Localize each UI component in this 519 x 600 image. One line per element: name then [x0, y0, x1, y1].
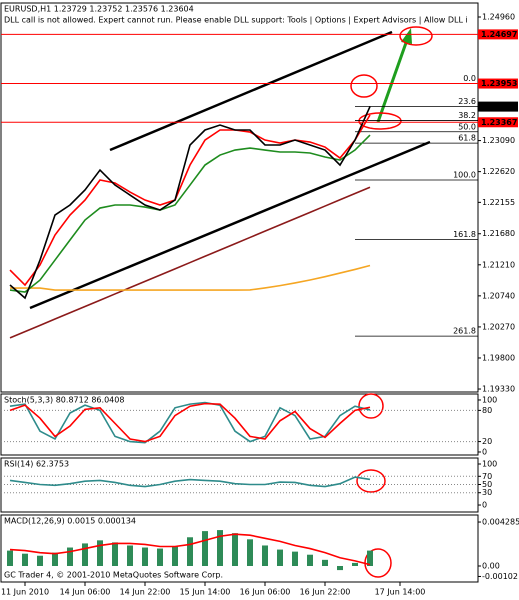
y-tick-label: 50 — [482, 480, 492, 489]
y-tick-label: 0 — [482, 447, 487, 456]
y-tick-label: 1.22155 — [482, 198, 515, 207]
y-tick-label: 1.24960 — [482, 13, 515, 22]
series-line — [9, 114, 371, 287]
y-tick-label: 100 — [482, 395, 497, 404]
histogram-bar — [82, 543, 88, 566]
y-tick-label: 70 — [482, 472, 492, 481]
y-tick-label: 30 — [482, 488, 492, 497]
credit: GC Trader 4, © 2001-2010 MetaQuotes Soft… — [4, 571, 223, 580]
histogram-bar — [232, 533, 238, 566]
y-tick-label: 0.004285 — [482, 518, 519, 527]
series-line — [10, 264, 371, 291]
panel-title: MACD(12,26,9) 0.0015 0.000134 — [4, 517, 136, 526]
y-tick-label: 1.19330 — [482, 385, 515, 394]
fib-label: 161.8 — [453, 230, 476, 239]
x-tick-label: 16 Jun 06:00 — [240, 588, 291, 597]
histogram-bar — [37, 555, 43, 566]
price-label-box — [478, 29, 518, 40]
histogram-bar — [112, 542, 118, 566]
y-tick-label: 1.21680 — [482, 229, 515, 238]
histogram-bar — [307, 554, 313, 566]
x-tick-label: 14 Jun 06:00 — [60, 588, 111, 597]
y-tick-label: 1.20740 — [482, 291, 515, 300]
x-tick-label: 15 Jun 14:00 — [180, 588, 231, 597]
panel-title: Stoch(5,3,3) 80.8712 86.0408 — [4, 396, 124, 405]
histogram-bar — [97, 540, 103, 566]
y-tick-label: 0.00 — [482, 561, 500, 570]
y-tick-label: 80 — [482, 406, 492, 415]
histogram-bar — [52, 552, 58, 566]
series-line — [9, 106, 371, 300]
status-message: DLL call is not allowed. Expert cannot r… — [4, 16, 468, 25]
y-tick-label: 1.23090 — [482, 136, 515, 145]
histogram-bar — [172, 546, 178, 566]
series-line — [9, 476, 371, 488]
fib-label: 38.2 — [458, 111, 476, 120]
price-label: 1.23953 — [481, 79, 517, 88]
price-label-box — [478, 117, 518, 128]
histogram-bar — [277, 549, 283, 566]
panel-title: RSI(14) 62.3753 — [4, 460, 69, 469]
fib-label: 0.0 — [463, 74, 476, 83]
histogram-bar — [352, 562, 358, 566]
histogram-bar — [127, 545, 133, 566]
series-line — [9, 533, 371, 566]
price-label: 1.23367 — [481, 118, 517, 127]
histogram-bar — [322, 559, 328, 566]
series-line — [9, 402, 371, 443]
fib-label: 261.8 — [453, 327, 476, 336]
histogram-bar — [217, 530, 223, 566]
histogram-bar — [22, 553, 28, 566]
channel-lower — [29, 140, 431, 310]
fib-label: 100.0 — [453, 171, 476, 180]
x-tick-label: 17 Jun 14:00 — [375, 588, 426, 597]
fib-label: 50.0 — [458, 122, 476, 131]
histogram-bar — [247, 539, 253, 566]
fib-label: 23.6 — [458, 97, 476, 106]
histogram-bar — [367, 550, 373, 566]
y-tick-label: 1.22620 — [482, 167, 515, 176]
y-tick-label: 1.21210 — [482, 260, 515, 269]
y-tick-label: 1.19800 — [482, 353, 515, 362]
histogram-bar — [157, 548, 163, 566]
price-label: 1.24697 — [481, 30, 517, 39]
price-label: 1.23604 — [481, 102, 518, 111]
price-label-box — [478, 101, 518, 112]
histogram-bar — [292, 551, 298, 566]
y-tick-label: 100 — [482, 459, 497, 468]
price-label-box — [478, 78, 518, 89]
histogram-bar — [202, 531, 208, 566]
fib-label: 61.8 — [458, 134, 476, 143]
histogram-bar — [67, 547, 73, 566]
stoch-panel — [0, 393, 479, 456]
green-arrow — [376, 28, 412, 123]
y-tick-label: 0 — [482, 501, 487, 510]
main-panel — [0, 2, 479, 393]
histogram-bar — [337, 565, 343, 571]
y-tick-label: 1.20270 — [482, 322, 515, 331]
y-tick-label: 20 — [482, 437, 492, 446]
series-line — [9, 186, 371, 339]
histogram-bar — [7, 550, 13, 566]
histogram-bar — [187, 537, 193, 566]
series-line — [9, 401, 371, 444]
channel-upper — [109, 30, 393, 152]
x-tick-label: 11 Jun 2010 — [1, 588, 49, 597]
panel-title: EURUSD,H1 1.23729 1.23752 1.23576 1.2360… — [4, 5, 194, 14]
y-tick-label: -0.00102 — [482, 572, 518, 581]
macd-panel — [0, 514, 479, 583]
x-tick-label: 14 Jun 22:00 — [120, 588, 171, 597]
x-tick-label: 16 Jun 22:00 — [300, 588, 351, 597]
histogram-bar — [142, 547, 148, 566]
histogram-bar — [262, 545, 268, 566]
series-line — [9, 134, 371, 293]
